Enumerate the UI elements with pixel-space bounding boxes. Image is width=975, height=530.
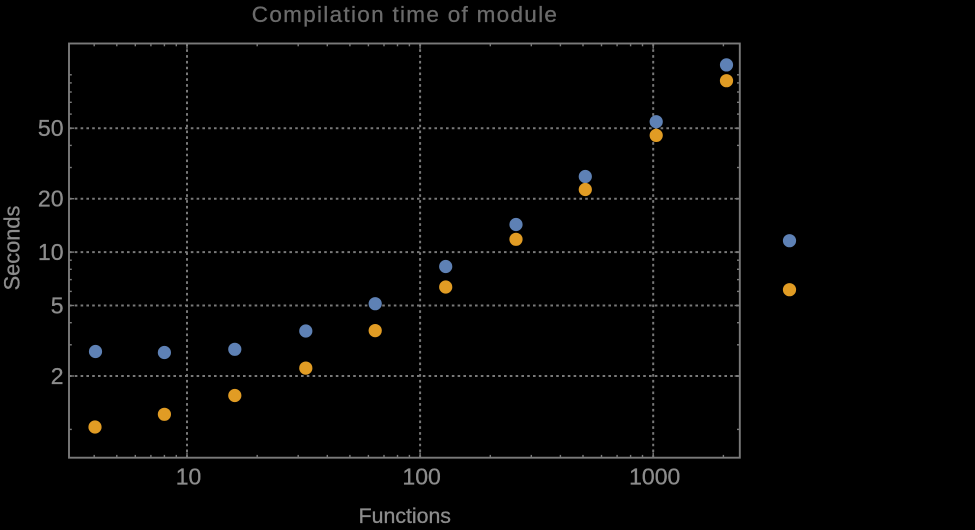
svg-text:1000: 1000 bbox=[629, 464, 680, 490]
svg-text:Seconds: Seconds bbox=[0, 205, 24, 290]
svg-text:50: 50 bbox=[38, 115, 64, 141]
svg-text:100: 100 bbox=[402, 464, 440, 490]
svg-text:Compilation time of module: Compilation time of module bbox=[252, 2, 558, 27]
svg-text:2: 2 bbox=[51, 363, 64, 389]
svg-text:5: 5 bbox=[51, 293, 64, 319]
svg-text:10: 10 bbox=[38, 239, 64, 265]
svg-text:20: 20 bbox=[38, 186, 64, 212]
svg-text:Functions: Functions bbox=[359, 504, 451, 525]
svg-text:10: 10 bbox=[176, 464, 202, 490]
